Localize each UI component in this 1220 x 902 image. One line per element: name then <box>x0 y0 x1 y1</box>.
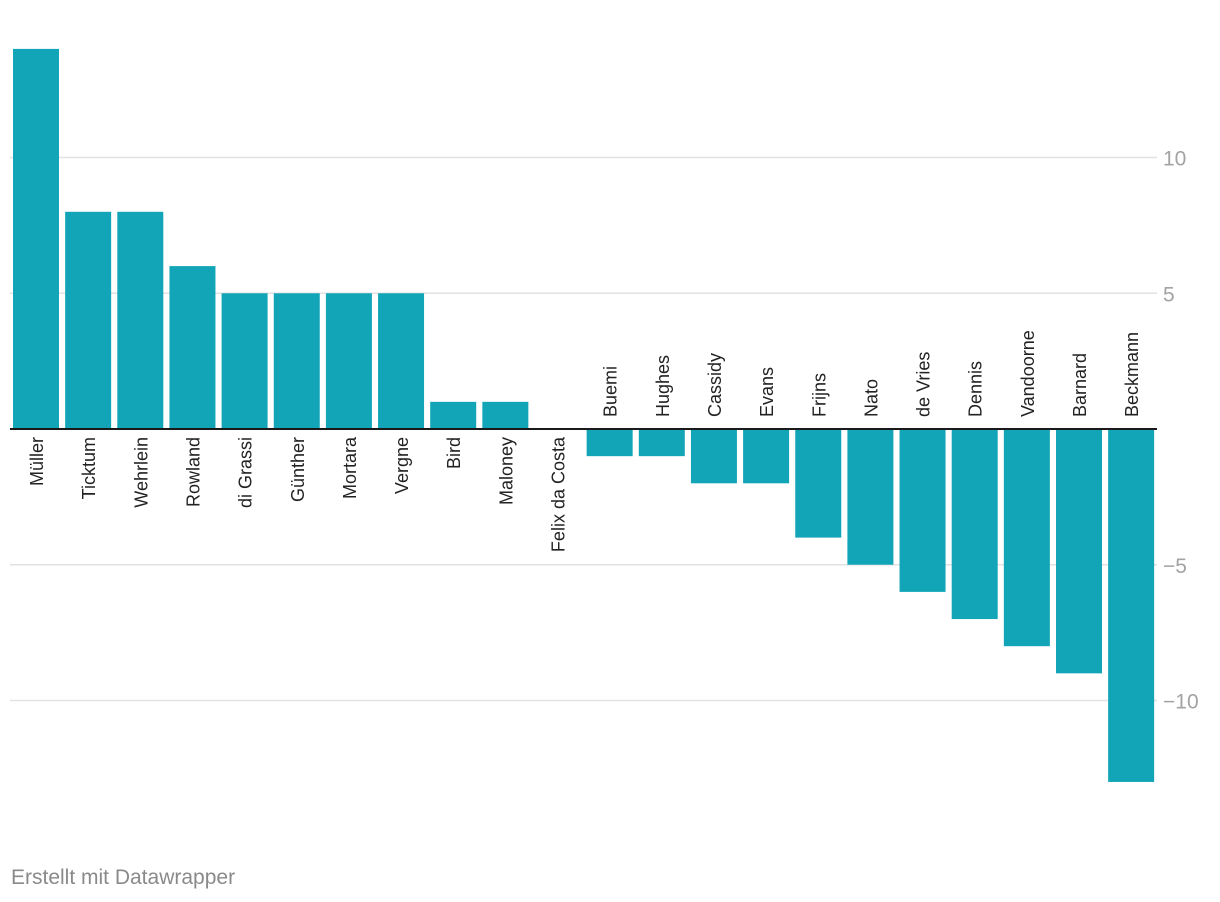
category-label: de Vries <box>914 352 934 417</box>
bar <box>117 211 164 429</box>
category-label: Wehrlein <box>131 437 151 508</box>
y-tick-label: −5 <box>1163 555 1187 578</box>
bar <box>1108 429 1155 782</box>
bar <box>378 293 425 429</box>
bars <box>13 48 1155 782</box>
category-label: Dennis <box>966 361 986 417</box>
category-label: Ticktum <box>79 437 99 499</box>
bar <box>221 293 268 429</box>
category-label: Buemi <box>601 366 621 417</box>
bar <box>847 429 894 565</box>
category-label: Maloney <box>496 437 516 505</box>
category-label: Cassidy <box>705 353 725 417</box>
bar <box>951 429 998 620</box>
bar <box>13 48 59 430</box>
category-label: Hughes <box>653 355 673 417</box>
category-label: Vergne <box>392 437 412 494</box>
category-label: Beckmann <box>1122 332 1142 417</box>
category-labels: Müller Ticktum Wehrlein Rowland di Grassi Gün… <box>27 330 1142 552</box>
y-axis-ticks: 10 5 −5 −10 <box>1163 148 1199 714</box>
bar <box>899 429 946 592</box>
category-label: Günther <box>288 437 308 502</box>
bar <box>482 401 529 429</box>
bar <box>1003 429 1050 647</box>
category-label: Felix da Costa <box>549 436 569 552</box>
y-tick-label: 10 <box>1163 148 1186 171</box>
category-label: Vandoorne <box>1018 330 1038 417</box>
bar <box>743 429 790 484</box>
category-label: Barnard <box>1070 353 1090 417</box>
category-label: Bird <box>444 437 464 469</box>
bar <box>795 429 842 538</box>
bar <box>325 293 372 429</box>
bar <box>169 266 216 429</box>
bar <box>430 401 477 429</box>
category-label: Mortara <box>340 436 360 499</box>
bar <box>690 429 737 484</box>
bar <box>586 429 633 457</box>
bar <box>65 211 112 429</box>
category-label: di Grassi <box>236 437 256 508</box>
bar <box>1056 429 1102 674</box>
category-label: Evans <box>757 367 777 417</box>
category-label: Rowland <box>183 437 203 507</box>
bar <box>273 293 320 429</box>
category-label: Frijns <box>809 373 829 417</box>
footer-credit: Erstellt mit Datawrapper <box>11 866 236 889</box>
bar <box>638 429 685 457</box>
y-tick-label: −10 <box>1163 691 1199 714</box>
y-tick-label: 5 <box>1163 283 1175 306</box>
category-label: Müller <box>27 437 47 486</box>
category-label: Nato <box>861 379 881 417</box>
